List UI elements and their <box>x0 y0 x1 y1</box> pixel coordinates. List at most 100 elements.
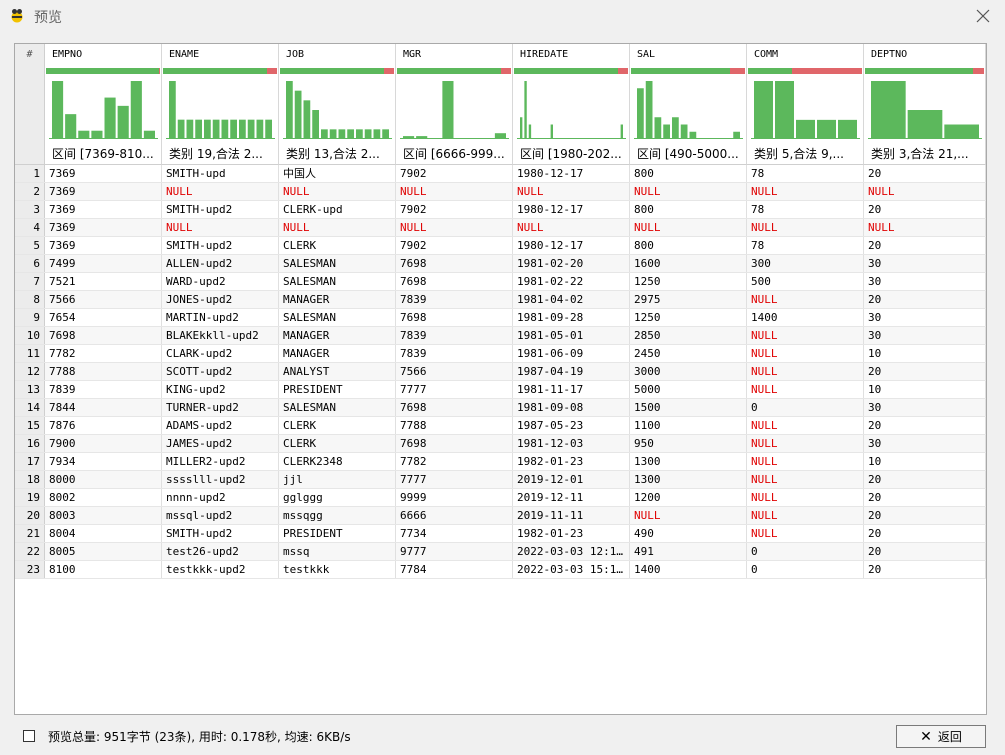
table-cell[interactable]: 2019-11-11 <box>513 507 630 524</box>
table-cell[interactable]: mssq <box>279 543 396 560</box>
table-row[interactable]: 17 7934 MILLER2-upd2 CLERK2348 7782 1982-01-2… <box>15 453 986 471</box>
column-header-hiredate[interactable]: HIREDATE 区间 [1980-202... <box>513 44 630 165</box>
table-cell[interactable]: 7788 <box>45 363 162 380</box>
table-cell[interactable]: 7902 <box>396 201 513 218</box>
table-cell[interactable]: 20 <box>864 525 986 542</box>
table-cell[interactable]: 30 <box>864 309 986 326</box>
table-cell[interactable]: 0 <box>747 399 864 416</box>
column-header-sal[interactable]: SAL 区间 [490-5000... <box>630 44 747 165</box>
table-cell[interactable]: 7784 <box>396 561 513 578</box>
table-cell[interactable]: 800 <box>630 165 747 182</box>
table-cell[interactable]: 20 <box>864 291 986 308</box>
table-row[interactable]: 18 8000 sssslll-upd2 jjl 7777 2019-12-01 1300 N… <box>15 471 986 489</box>
table-cell[interactable]: CLERK <box>279 417 396 434</box>
table-cell[interactable]: NULL <box>630 219 747 236</box>
column-header-ename[interactable]: ENAME 类别 19,合法 2... <box>162 44 279 165</box>
table-row[interactable]: 22 8005 test26-upd2 mssq 9777 2022-03-03 12:1… <box>15 543 986 561</box>
table-row[interactable]: 1 7369 SMITH-upd 中国人 7902 1980-12-17 800 78 20 <box>15 165 986 183</box>
table-cell[interactable]: 1981-06-09 <box>513 345 630 362</box>
table-cell[interactable]: 7876 <box>45 417 162 434</box>
table-cell[interactable]: CLERK <box>279 435 396 452</box>
table-cell[interactable]: 7566 <box>45 291 162 308</box>
table-cell[interactable]: NULL <box>747 525 864 542</box>
table-cell[interactable]: 9777 <box>396 543 513 560</box>
table-cell[interactable]: 7369 <box>45 165 162 182</box>
table-cell[interactable]: nnnn-upd2 <box>162 489 279 506</box>
table-cell[interactable]: 9999 <box>396 489 513 506</box>
table-cell[interactable]: 1982-01-23 <box>513 525 630 542</box>
table-cell[interactable]: 20 <box>864 543 986 560</box>
table-cell[interactable]: NULL <box>747 417 864 434</box>
table-cell[interactable]: 1300 <box>630 471 747 488</box>
table-cell[interactable]: 7844 <box>45 399 162 416</box>
table-row[interactable]: 6 7499 ALLEN-upd2 SALESMAN 7698 1981-02-20 160… <box>15 255 986 273</box>
table-cell[interactable]: 1300 <box>630 453 747 470</box>
table-cell[interactable]: 7902 <box>396 237 513 254</box>
table-cell[interactable]: jjl <box>279 471 396 488</box>
table-cell[interactable]: 1600 <box>630 255 747 272</box>
table-cell[interactable]: NULL <box>747 381 864 398</box>
table-cell[interactable]: NULL <box>747 453 864 470</box>
table-cell[interactable]: 20 <box>864 489 986 506</box>
table-cell[interactable]: 7698 <box>396 273 513 290</box>
table-cell[interactable]: 20 <box>864 471 986 488</box>
table-cell[interactable]: 1250 <box>630 273 747 290</box>
table-cell[interactable]: 491 <box>630 543 747 560</box>
table-cell[interactable]: 7734 <box>396 525 513 542</box>
table-row[interactable]: 5 7369 SMITH-upd2 CLERK 7902 1980-12-17 800 78 2… <box>15 237 986 255</box>
table-row[interactable]: 13 7839 KING-upd2 PRESIDENT 7777 1981-11-17 50… <box>15 381 986 399</box>
column-header-mgr[interactable]: MGR 区间 [6666-999... <box>396 44 513 165</box>
table-cell[interactable]: 1100 <box>630 417 747 434</box>
table-cell[interactable]: gglggg <box>279 489 396 506</box>
table-cell[interactable]: 7369 <box>45 183 162 200</box>
table-cell[interactable]: 0 <box>747 543 864 560</box>
table-cell[interactable]: NULL <box>630 507 747 524</box>
table-row[interactable]: 2 7369 NULL NULL NULL NULL NULL NULL NULL <box>15 183 986 201</box>
column-header-comm[interactable]: COMM 类别 5,合法 9,... <box>747 44 864 165</box>
table-cell[interactable]: 7698 <box>396 309 513 326</box>
table-cell[interactable]: 7499 <box>45 255 162 272</box>
table-row[interactable]: 16 7900 JAMES-upd2 CLERK 7698 1981-12-03 950 NU… <box>15 435 986 453</box>
table-cell[interactable]: SALESMAN <box>279 309 396 326</box>
table-cell[interactable]: ADAMS-upd2 <box>162 417 279 434</box>
table-cell[interactable]: 20 <box>864 561 986 578</box>
table-cell[interactable]: 6666 <box>396 507 513 524</box>
table-cell[interactable]: 7839 <box>45 381 162 398</box>
table-cell[interactable]: 7900 <box>45 435 162 452</box>
table-cell[interactable]: NULL <box>162 219 279 236</box>
table-row[interactable]: 10 7698 BLAKEkkll-upd2 MANAGER 7839 1981-05-0… <box>15 327 986 345</box>
table-cell[interactable]: 3000 <box>630 363 747 380</box>
table-cell[interactable]: 7782 <box>396 453 513 470</box>
column-header-deptno[interactable]: DEPTNO 类别 3,合法 21,... <box>864 44 986 165</box>
table-cell[interactable]: testkkk-upd2 <box>162 561 279 578</box>
table-cell[interactable]: 20 <box>864 201 986 218</box>
table-cell[interactable]: 1200 <box>630 489 747 506</box>
table-cell[interactable]: 10 <box>864 381 986 398</box>
table-cell[interactable]: WARD-upd2 <box>162 273 279 290</box>
table-cell[interactable]: BLAKEkkll-upd2 <box>162 327 279 344</box>
table-cell[interactable]: 1981-05-01 <box>513 327 630 344</box>
table-cell[interactable]: 10 <box>864 453 986 470</box>
table-cell[interactable]: NULL <box>864 219 986 236</box>
table-cell[interactable]: NULL <box>630 183 747 200</box>
table-cell[interactable]: 1980-12-17 <box>513 237 630 254</box>
table-cell[interactable]: 7698 <box>396 435 513 452</box>
table-cell[interactable]: NULL <box>747 183 864 200</box>
table-cell[interactable]: 1250 <box>630 309 747 326</box>
table-cell[interactable]: 2975 <box>630 291 747 308</box>
table-cell[interactable]: NULL <box>747 345 864 362</box>
table-cell[interactable]: 30 <box>864 273 986 290</box>
table-cell[interactable]: MANAGER <box>279 327 396 344</box>
table-cell[interactable]: 1981-02-20 <box>513 255 630 272</box>
table-cell[interactable]: JONES-upd2 <box>162 291 279 308</box>
table-cell[interactable]: MILLER2-upd2 <box>162 453 279 470</box>
table-cell[interactable]: 2022-03-03 15:1... <box>513 561 630 578</box>
table-cell[interactable]: 30 <box>864 399 986 416</box>
table-cell[interactable]: 5000 <box>630 381 747 398</box>
table-cell[interactable]: SCOTT-upd2 <box>162 363 279 380</box>
table-cell[interactable]: 7788 <box>396 417 513 434</box>
table-cell[interactable]: 1400 <box>747 309 864 326</box>
preview-grid[interactable]: # EMPNO 区间 [7369-810... ENAME 类别 19,合法 2...… <box>14 43 987 715</box>
table-cell[interactable]: NULL <box>162 183 279 200</box>
table-cell[interactable]: NULL <box>747 291 864 308</box>
